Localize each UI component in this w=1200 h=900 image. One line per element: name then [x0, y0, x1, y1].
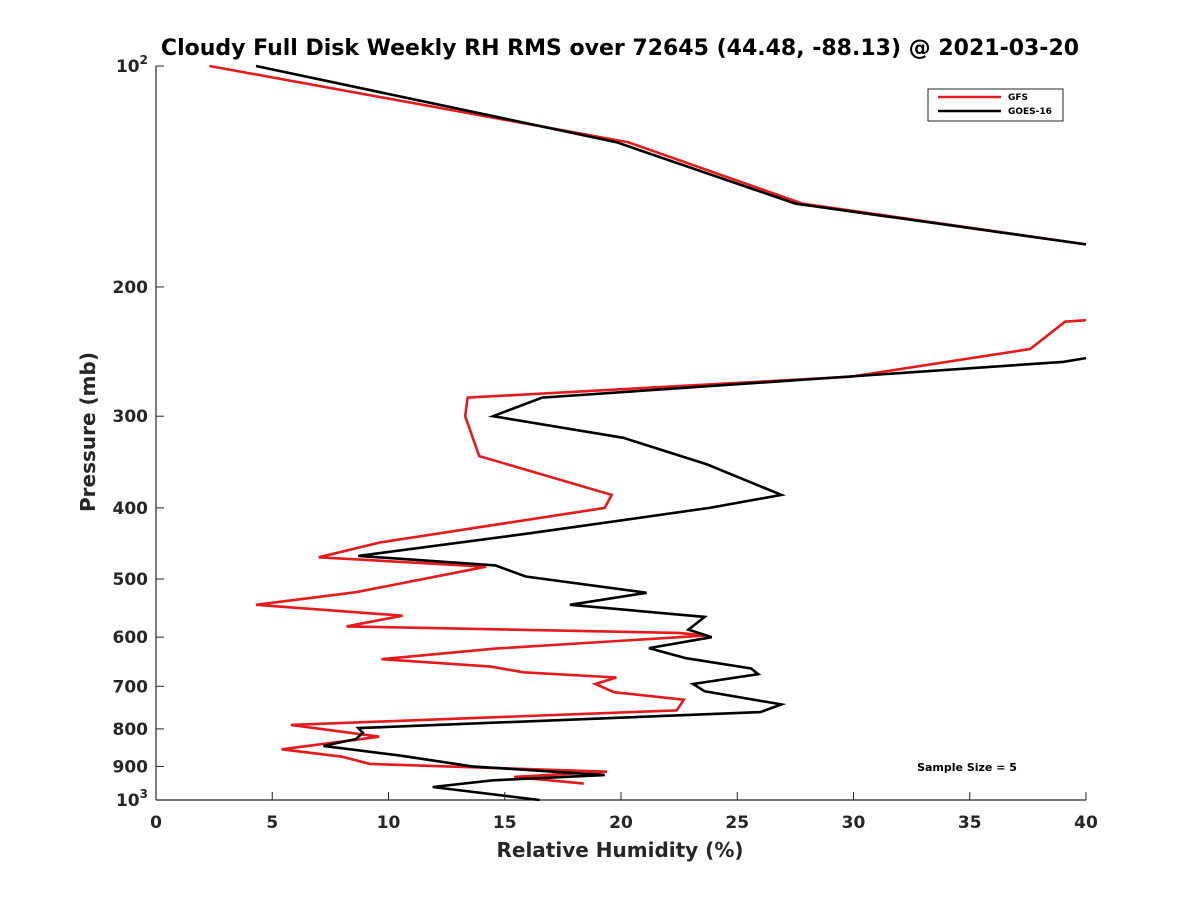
series-line-goes16-0: [255, 64, 1087, 246]
chart-title: Cloudy Full Disk Weekly RH RMS over 7264…: [161, 36, 1079, 61]
x-tick-label: 5: [266, 813, 278, 833]
y-tick-label: 800: [113, 720, 149, 740]
x-tick-label: 20: [609, 813, 633, 833]
y-tick-label: 400: [113, 499, 149, 519]
x-tick-label: 0: [150, 813, 162, 833]
y-tick-label: 700: [113, 677, 149, 697]
y-tick-label: 300: [113, 407, 149, 427]
legend-box: [927, 88, 1064, 122]
x-tick-label: 25: [725, 813, 749, 833]
legend: GFS GOES-16: [927, 88, 1064, 122]
y-tick-label: 200: [113, 278, 149, 298]
y-tick-label: 103: [116, 787, 148, 811]
y-tick-label: 102: [116, 53, 148, 77]
x-axis: 0 5 10 15 20 25 30 35 40: [150, 792, 1098, 833]
x-tick-label: 30: [842, 813, 866, 833]
sample-size-annotation: Sample Size = 5: [917, 761, 1017, 774]
x-tick-label: 10: [377, 813, 401, 833]
plot-area: [155, 64, 1087, 802]
x-axis-label: Relative Humidity (%): [496, 838, 743, 862]
y-tick-label: 600: [113, 628, 149, 648]
legend-label-gfs: GFS: [1008, 93, 1028, 103]
y-axis-label: Pressure (mb): [76, 352, 100, 512]
x-tick-label: 40: [1074, 813, 1098, 833]
x-tick-label: 35: [958, 813, 982, 833]
y-tick-label: 500: [113, 570, 149, 590]
legend-label-goes16: GOES-16: [1008, 107, 1052, 117]
y-axis: 102 200 300 400 500 600 700 800 900 103: [113, 53, 164, 811]
x-tick-label: 15: [493, 813, 517, 833]
y-tick-label: 900: [113, 757, 149, 777]
series-line-goes16-1: [323, 356, 1087, 802]
